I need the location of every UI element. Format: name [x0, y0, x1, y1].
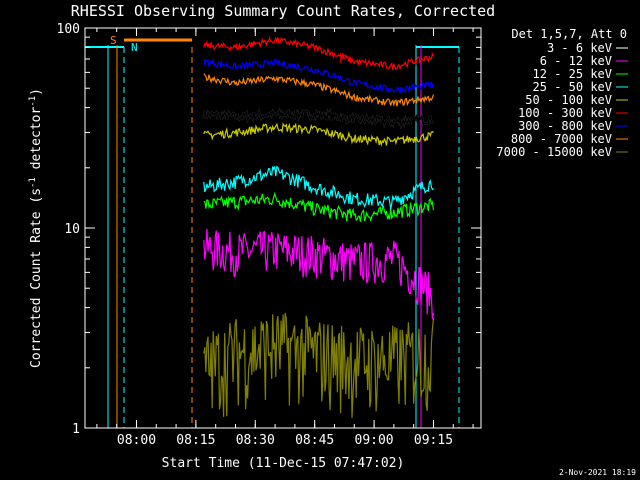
annotation-n: N — [131, 41, 138, 54]
y-label-sup-1: -1 — [28, 177, 38, 188]
y-tick-label-1: 10 — [64, 222, 80, 237]
legend-label-4: 50 - 100 keV — [525, 93, 612, 107]
x-tick-label-1: 08:15 — [176, 433, 215, 448]
timestamp: 2-Nov-2021 18:19 — [559, 468, 636, 477]
data-layer — [85, 35, 460, 428]
legend-label-5: 100 - 300 keV — [518, 106, 612, 120]
legend-label-3: 25 - 50 keV — [533, 80, 612, 94]
y-tick-label-0: 1 — [72, 422, 80, 437]
y-label-prefix: Corrected Count Rate (s — [29, 188, 44, 368]
series-line-3 — [203, 165, 434, 210]
x-tick-label-4: 09:00 — [355, 433, 394, 448]
x-axis-label: Start Time (11-Dec-15 07:47:02) — [162, 456, 405, 471]
series-line-1 — [203, 228, 435, 320]
series-line-8 — [203, 312, 435, 418]
y-axis-label: Corrected Count Rate (s-1 detector-1) — [28, 88, 44, 368]
series-line-top-0 — [203, 108, 434, 128]
legend-header: Det 1,5,7, Att 0 — [511, 27, 627, 41]
legend-label-8: 7000 - 15000 keV — [496, 145, 612, 159]
x-tick-label-5: 09:15 — [414, 433, 453, 448]
series-line-7 — [203, 73, 435, 107]
legend-label-1: 6 - 12 keV — [540, 54, 612, 68]
series-line-4 — [203, 122, 434, 148]
series-line-5 — [203, 35, 435, 71]
x-tick-label-2: 08:30 — [236, 433, 275, 448]
y-label-mid: detector — [29, 107, 44, 178]
y-label-sup-2: -1 — [28, 96, 38, 107]
y-label-suffix: ) — [29, 88, 44, 96]
legend-label-2: 12 - 25 keV — [533, 67, 612, 81]
annotation-f: F — [339, 53, 346, 66]
legend-label-0: 3 - 6 keV — [547, 41, 612, 55]
y-tick-label-2: 100 — [57, 22, 80, 37]
legend-label-7: 800 - 7000 keV — [511, 132, 612, 146]
x-tick-label-3: 08:45 — [295, 433, 334, 448]
chart-title: RHESSI Observing Summary Count Rates, Co… — [71, 2, 495, 20]
legend-label-6: 300 - 800 keV — [518, 119, 612, 133]
annotation-s: S — [110, 34, 117, 47]
series-line-2 — [203, 191, 435, 223]
axes-layer: 08:00 08:15 08:30 08:45 09:00 09:15 1 10 100 — [57, 22, 481, 448]
x-tick-label-0: 08:00 — [117, 433, 156, 448]
series-line-6 — [203, 57, 435, 95]
